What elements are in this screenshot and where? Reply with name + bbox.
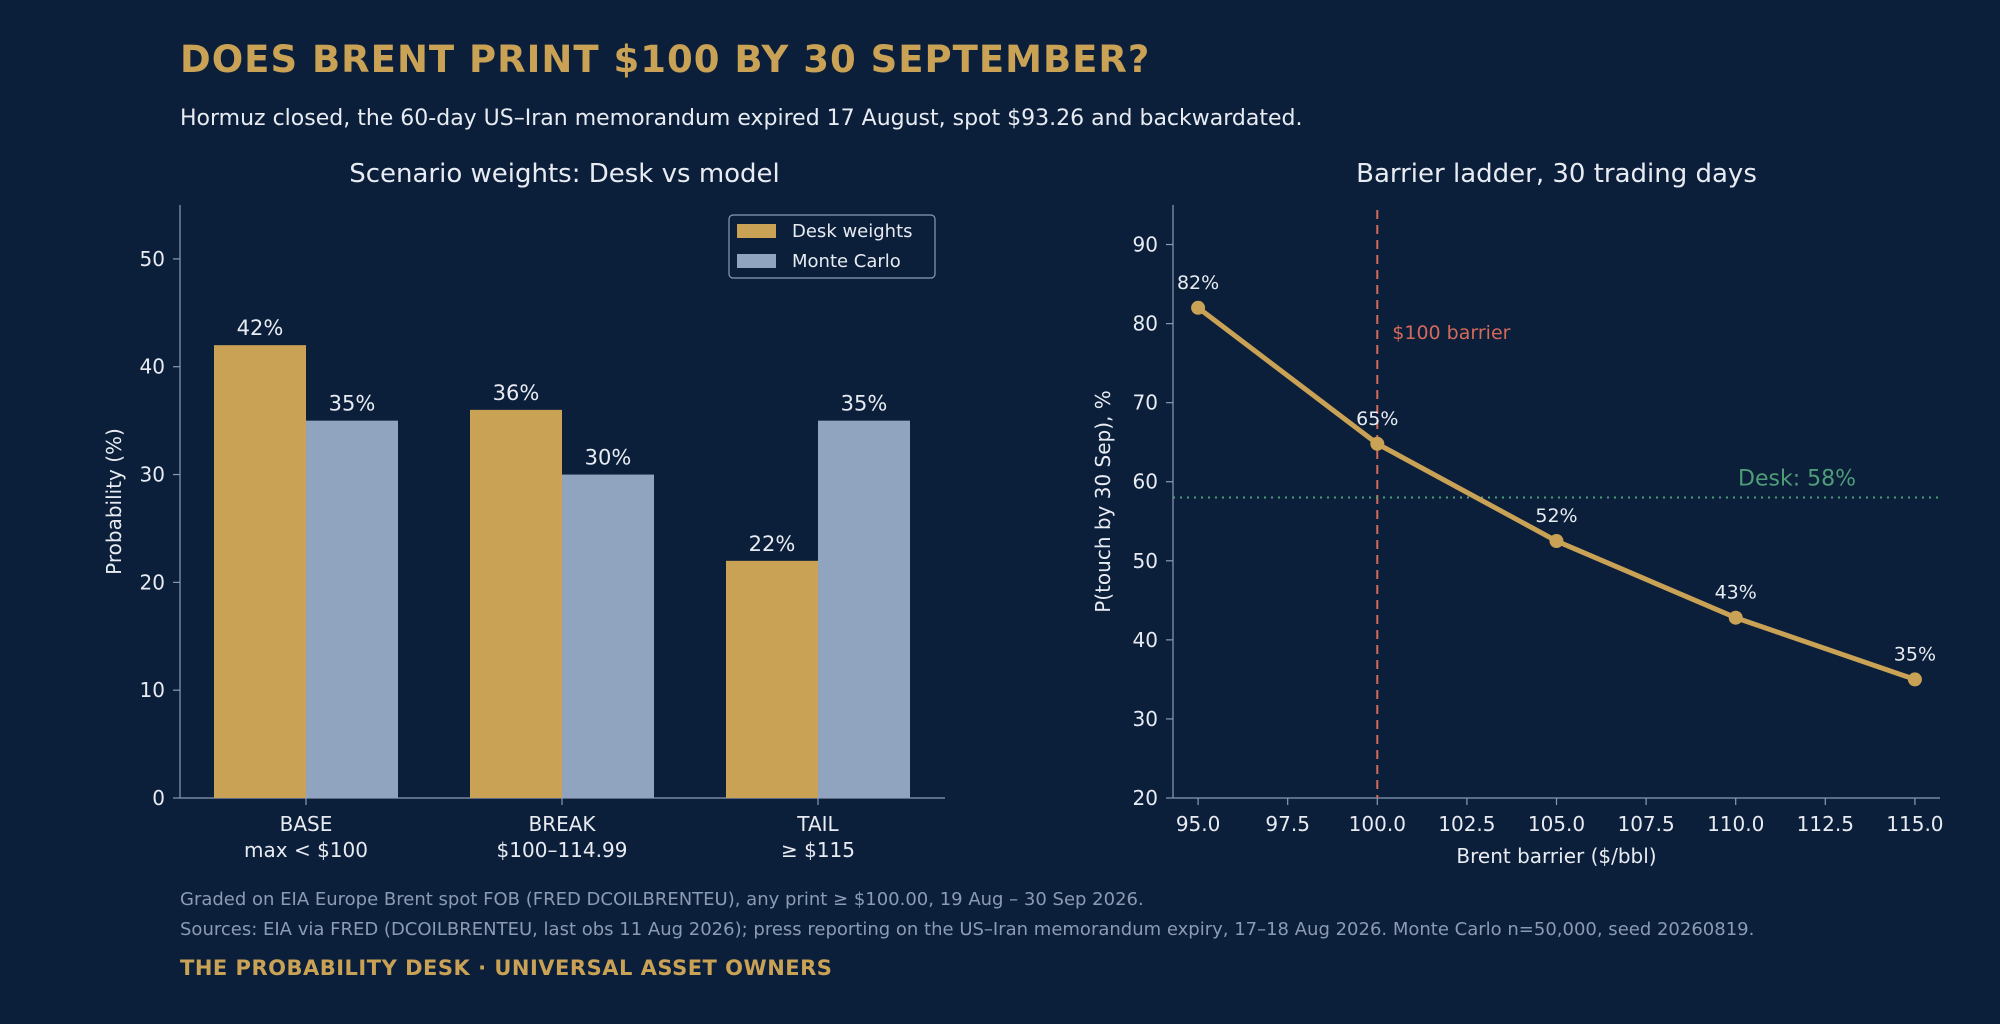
ladder-point (1728, 610, 1743, 625)
page-title: DOES BRENT PRINT $100 BY 30 SEPTEMBER? (180, 38, 1151, 81)
bar-monte-carlo (562, 474, 654, 798)
legend-swatch (737, 254, 776, 268)
ladder-point (1907, 672, 1922, 687)
bar-desk-weights (470, 409, 562, 798)
ladder-point (1370, 436, 1385, 451)
line-y-tick-label: 90 (1133, 233, 1158, 257)
bar-value-label: 35% (841, 392, 888, 416)
line-y-tick-label: 80 (1133, 312, 1158, 336)
ladder-point-label: 43% (1715, 582, 1757, 604)
bar-value-label: 35% (329, 392, 376, 416)
bar-category-label: BREAK (528, 812, 596, 836)
legend-swatch (737, 224, 776, 238)
line-x-tick-label: 112.5 (1797, 812, 1854, 836)
legend-label: Desk weights (792, 221, 913, 242)
barrier-label: $100 barrier (1392, 322, 1510, 344)
line-x-axis-label: Brent barrier ($/bbl) (1456, 844, 1656, 868)
ladder-point (1549, 534, 1564, 549)
bar-category-sublabel: max < $100 (244, 838, 368, 862)
bar-value-label: 30% (585, 446, 632, 470)
bar-monte-carlo (306, 420, 398, 798)
bar-y-tick-label: 50 (140, 247, 165, 271)
bar-y-tick-label: 30 (140, 463, 165, 487)
bar-value-label: 42% (237, 316, 284, 340)
bar-chart-title: Scenario weights: Desk vs model (349, 159, 780, 189)
bar-legend (728, 214, 936, 279)
line-y-tick-label: 60 (1133, 470, 1158, 494)
line-y-tick-label: 20 (1133, 786, 1158, 810)
bar-y-tick-label: 20 (140, 570, 165, 594)
ladder-point-label: 65% (1356, 408, 1398, 430)
grading-note: Graded on EIA Europe Brent spot FOB (FRE… (180, 889, 1144, 910)
ladder-point (1191, 300, 1206, 315)
sources-note: Sources: EIA via FRED (DCOILBRENTEU, las… (180, 919, 1755, 940)
line-y-tick-label: 50 (1133, 549, 1158, 573)
line-x-tick-label: 97.5 (1265, 812, 1310, 836)
bar-value-label: 36% (493, 381, 540, 405)
bar-desk-weights (214, 345, 306, 798)
bar-y-tick-label: 0 (152, 786, 165, 810)
line-y-tick-label: 70 (1133, 391, 1158, 415)
brand-footer: THE PROBABILITY DESK · UNIVERSAL ASSET O… (180, 956, 833, 980)
ladder-point-label: 82% (1177, 272, 1219, 294)
legend-label: Monte Carlo (792, 251, 901, 272)
bar-category-sublabel: $100–114.99 (497, 838, 628, 862)
line-chart-title: Barrier ladder, 30 trading days (1356, 159, 1757, 189)
bar-monte-carlo (818, 420, 910, 798)
ladder-point-label: 52% (1535, 505, 1577, 527)
line-x-tick-label: 110.0 (1707, 812, 1764, 836)
bar-category-label: TAIL (796, 812, 839, 836)
bar-y-tick-label: 40 (140, 355, 165, 379)
ladder-point-label: 35% (1894, 643, 1936, 665)
bar-category-label: BASE (280, 812, 333, 836)
bar-category-sublabel: ≥ $115 (781, 838, 855, 862)
line-x-tick-label: 100.0 (1349, 812, 1406, 836)
line-x-tick-label: 95.0 (1176, 812, 1221, 836)
line-y-tick-label: 30 (1133, 707, 1158, 731)
barrier-ladder-line (1196, 305, 1916, 682)
line-x-tick-label: 115.0 (1886, 812, 1943, 836)
line-x-tick-label: 102.5 (1438, 812, 1495, 836)
bar-value-label: 22% (749, 532, 796, 556)
bar-y-axis-label: Probability (%) (102, 428, 126, 575)
bar-desk-weights (726, 560, 818, 798)
line-x-tick-label: 105.0 (1528, 812, 1585, 836)
line-y-tick-label: 40 (1133, 628, 1158, 652)
line-x-tick-label: 107.5 (1617, 812, 1674, 836)
desk-label: Desk: 58% (1738, 467, 1856, 492)
bar-y-tick-label: 10 (140, 678, 165, 702)
page-subtitle: Hormuz closed, the 60-day US–Iran memora… (180, 106, 1303, 131)
line-y-axis-label: P(touch by 30 Sep), % (1091, 390, 1115, 613)
